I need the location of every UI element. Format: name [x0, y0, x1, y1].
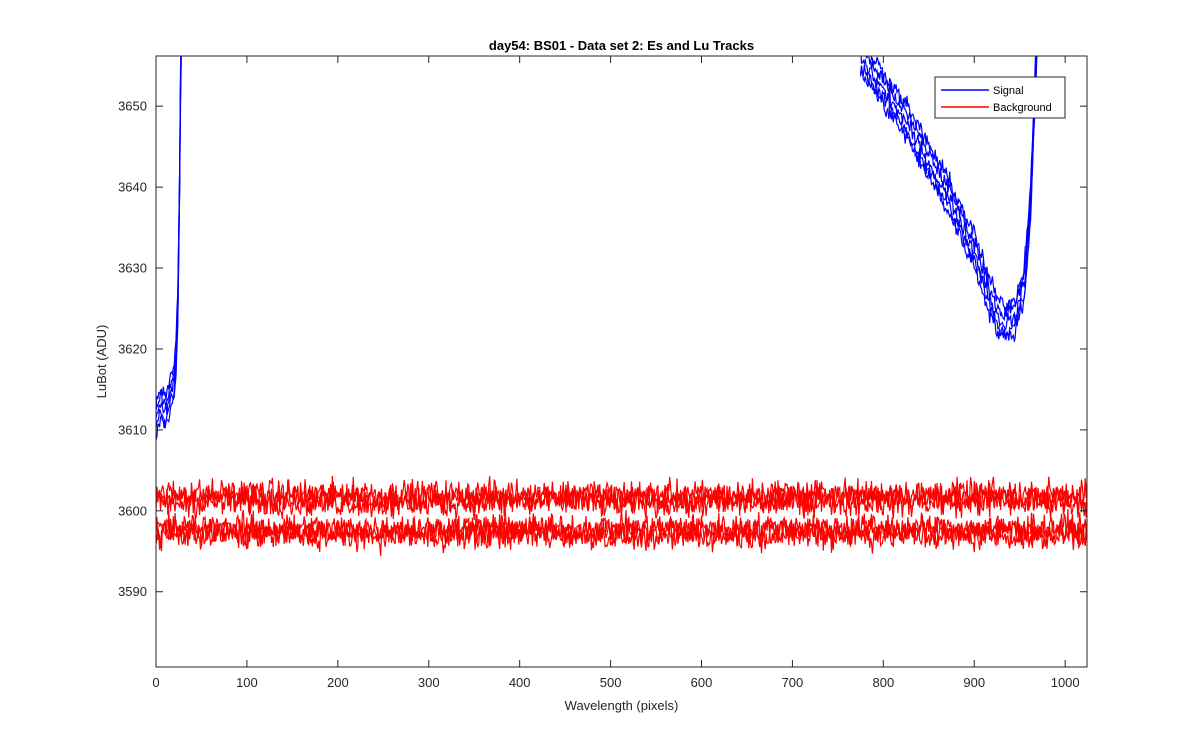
- y-tick-label: 3590: [118, 584, 147, 599]
- x-tick-label: 200: [327, 675, 349, 690]
- background-series-line: [156, 484, 1087, 521]
- legend-signal-label: Signal: [993, 85, 1024, 97]
- x-axis: 0 100 200 300 400 500 600 700 800 900 1000: [152, 56, 1080, 690]
- signal-series-line: [860, 56, 1037, 332]
- x-tick-label: 300: [418, 675, 440, 690]
- x-tick-label: 900: [963, 675, 985, 690]
- background-series-line-2: [156, 510, 1087, 550]
- y-tick-label: 3600: [118, 503, 147, 518]
- y-axis: 3590 3600 3610 3620 3630 3640 3650: [118, 99, 1087, 599]
- x-tick-label: 0: [152, 675, 159, 690]
- x-axis-label: Wavelength (pixels): [565, 698, 679, 713]
- x-tick-label: 500: [600, 675, 622, 690]
- y-tick-label: 3630: [118, 261, 147, 276]
- y-tick-label: 3640: [118, 180, 147, 195]
- y-tick-label: 3650: [118, 99, 147, 114]
- signal-series-line: [156, 56, 182, 409]
- signal-series-line: [156, 56, 182, 441]
- legend: Signal Background: [934, 76, 1066, 119]
- y-axis-label: LuBot (ADU): [94, 325, 109, 399]
- background-series-line-2: [156, 515, 1087, 556]
- plot-box: [155, 55, 1088, 668]
- y-tick-label: 3610: [118, 422, 147, 437]
- plot-area: [156, 56, 1087, 667]
- signal-series-line: [870, 56, 1037, 318]
- x-tick-label: 700: [782, 675, 804, 690]
- signal-series-line: [860, 56, 1038, 342]
- chart-title: day54: BS01 - Data set 2: Es and Lu Trac…: [489, 38, 754, 53]
- background-series-line: [156, 475, 1087, 513]
- x-tick-label: 600: [691, 675, 713, 690]
- legend-box: [934, 76, 1066, 119]
- x-tick-label: 1000: [1051, 675, 1080, 690]
- y-tick-label: 3620: [118, 341, 147, 356]
- series-layer: [156, 56, 1087, 556]
- x-tick-label: 100: [236, 675, 258, 690]
- background-series-line-2: [156, 508, 1087, 547]
- x-tick-label: 800: [872, 675, 894, 690]
- legend-background-label: Background: [993, 102, 1052, 114]
- x-tick-label: 400: [509, 675, 531, 690]
